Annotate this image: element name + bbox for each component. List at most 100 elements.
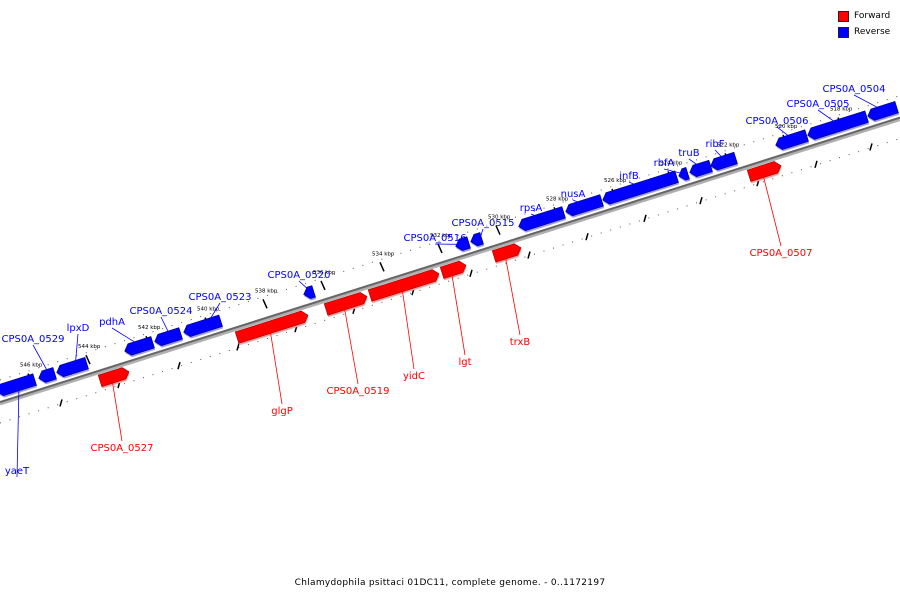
tick-label: 522 kbp	[717, 142, 740, 148]
gene-leader-line	[298, 280, 313, 294]
tick-mark	[869, 143, 873, 151]
gene-leader-line	[450, 268, 466, 356]
gene-arrow-lpxD	[56, 357, 89, 378]
gene-leader-line	[688, 158, 704, 170]
gene-leader-line	[343, 302, 359, 385]
gene-label-nusA: nusA	[561, 189, 586, 200]
backbone-shadow	[0, 118, 900, 406]
gene-leader-line	[16, 385, 20, 478]
reverse-swatch-icon	[838, 26, 849, 38]
gene-leader-line	[817, 109, 841, 127]
gene-arrow-ribF	[710, 151, 738, 171]
gene-leader-line	[628, 181, 644, 189]
tick-mark	[379, 261, 385, 272]
tick-label: 546 kbp	[20, 363, 43, 369]
gene-arrow-CPS0A_0507	[746, 161, 782, 182]
gene-leader-line	[761, 170, 782, 247]
legend-item-reverse: Reverse	[838, 24, 898, 40]
gene-arrow-CPS0A_0504	[867, 101, 899, 121]
gene-label-CPS0A_0504: CPS0A_0504	[822, 84, 885, 95]
gene-leader-line	[504, 252, 521, 336]
gene-label-rbfA: rbfA	[654, 158, 675, 169]
gene-arrow-CPS0A_0520	[303, 285, 316, 299]
legend: Forward Reverse	[838, 8, 898, 40]
gene-arrow-CPS0A_0516	[455, 236, 471, 251]
gene-leader-line	[205, 302, 221, 327]
legend-label-reverse: Reverse	[854, 27, 891, 37]
gene-leader-line	[74, 333, 79, 368]
gene-label-lgt: lgt	[458, 357, 471, 368]
forward-swatch-icon	[838, 10, 849, 22]
gene-label-CPS0A_0507: CPS0A_0507	[749, 248, 812, 259]
legend-item-forward: Forward	[838, 8, 898, 24]
tick-label: 526 kbp	[604, 178, 627, 184]
gene-arrow-CPS0A_0524	[154, 327, 183, 347]
gene-arrow-CPS0A_0505	[807, 110, 869, 140]
gene-leader-line	[269, 326, 283, 405]
tick-label: 534 kbp	[372, 251, 395, 257]
gene-leader-line	[401, 284, 415, 370]
gene-label-CPS0A_0527: CPS0A_0527	[90, 443, 153, 454]
gene-arrow-glgP	[234, 310, 309, 344]
genome-caption: Chlamydophila psittaci 01DC11, complete …	[294, 578, 606, 588]
gene-label-CPS0A_0524: CPS0A_0524	[129, 306, 192, 317]
gene-label-trxB: trxB	[510, 337, 531, 348]
gene-label-truB: truB	[678, 148, 699, 159]
gene-arrow-truB	[689, 159, 713, 178]
tick-label: 536 kbp	[313, 270, 336, 276]
tick-label: 540 kbp	[197, 307, 220, 313]
gene-arrow-CPS0A_0523	[183, 314, 223, 337]
gene-label-CPS0A_0505: CPS0A_0505	[786, 99, 849, 110]
gene-arrow-CPS0A_0515	[470, 232, 484, 247]
tick-mark	[320, 280, 326, 291]
gene-arrow-pdhA	[124, 336, 155, 356]
gene-leader-line	[853, 94, 886, 113]
tick-mark	[814, 160, 818, 169]
gene-label-lpxD: lpxD	[67, 323, 90, 334]
tick-label: 532 kbp	[430, 233, 453, 239]
gene-leader-line	[479, 228, 484, 241]
gene-arrow-yaeT	[0, 373, 37, 397]
gene-leader-line	[572, 199, 588, 207]
tick-label: 524 kbp	[660, 160, 683, 166]
gene-arrow-CPS0A_0519	[323, 292, 368, 316]
tick-label: 530 kbp	[488, 215, 511, 221]
tick-label: 538 kbp	[255, 288, 278, 294]
tick-label: 520 kbp	[775, 124, 798, 130]
gene-leader-line	[714, 149, 727, 163]
gene-label-yidC: yidC	[403, 371, 425, 382]
gene-label-CPS0A_0506: CPS0A_0506	[745, 116, 808, 127]
tick-mark	[585, 232, 589, 241]
gene-arrow-trxB	[491, 243, 522, 263]
gene-leader-line	[111, 376, 123, 442]
gene-label-rpsA: rpsA	[520, 203, 543, 214]
gene-label-infB: infB	[619, 171, 639, 182]
gene-leader-line	[776, 126, 795, 141]
tick-mark	[495, 225, 501, 235]
gene-arrow-CPS0A_0527	[97, 367, 130, 387]
gene-label-yaeT: yaeT	[5, 466, 30, 477]
tick-mark	[177, 361, 181, 370]
gene-leader-line	[32, 344, 51, 376]
gene-label-glgP: glgP	[271, 406, 293, 417]
tick-label: 544 kbp	[78, 344, 101, 350]
gene-label-CPS0A_0519: CPS0A_0519	[326, 386, 389, 397]
gene-leader-line	[160, 316, 172, 338]
backbone-line	[0, 116, 900, 403]
gene-leader-line	[663, 168, 687, 175]
gene-label-CPS0A_0516: CPS0A_0516	[403, 233, 466, 244]
tick-label: 518 kbp	[830, 107, 853, 113]
tick-mark	[643, 214, 647, 223]
tick-mark	[699, 196, 703, 205]
gene-arrow-CPS0A_0529	[38, 367, 57, 383]
gene-label-pdhA: pdhA	[99, 317, 125, 328]
tick-mark	[85, 354, 91, 365]
gene-leader-line	[111, 327, 143, 347]
legend-label-forward: Forward	[854, 11, 891, 21]
gene-label-CPS0A_0523: CPS0A_0523	[188, 292, 251, 303]
gene-label-CPS0A_0520: CPS0A_0520	[267, 270, 330, 281]
tick-label: 542 kbp	[138, 325, 161, 331]
tick-mark	[59, 399, 63, 407]
tick-mark	[469, 269, 473, 278]
